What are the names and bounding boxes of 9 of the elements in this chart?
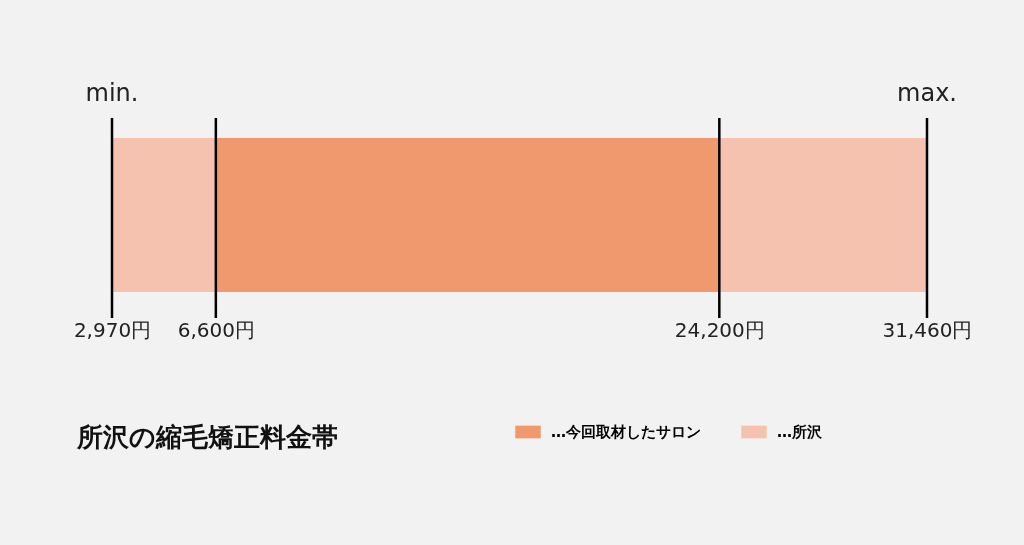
text: max.	[897, 79, 957, 107]
x-tick-label: 24,200円	[674, 317, 765, 342]
x-tick-label: 6,600円	[177, 317, 255, 342]
legend-label: …所沢	[777, 423, 823, 441]
text: min.	[85, 79, 139, 107]
legend-label: …今回取材したサロン	[551, 423, 701, 441]
x-tick-label: 31,460円	[882, 317, 973, 342]
x-tick-label: 2,970円	[73, 317, 152, 342]
text: 所沢の縮毛矯正料金帯	[76, 422, 338, 452]
